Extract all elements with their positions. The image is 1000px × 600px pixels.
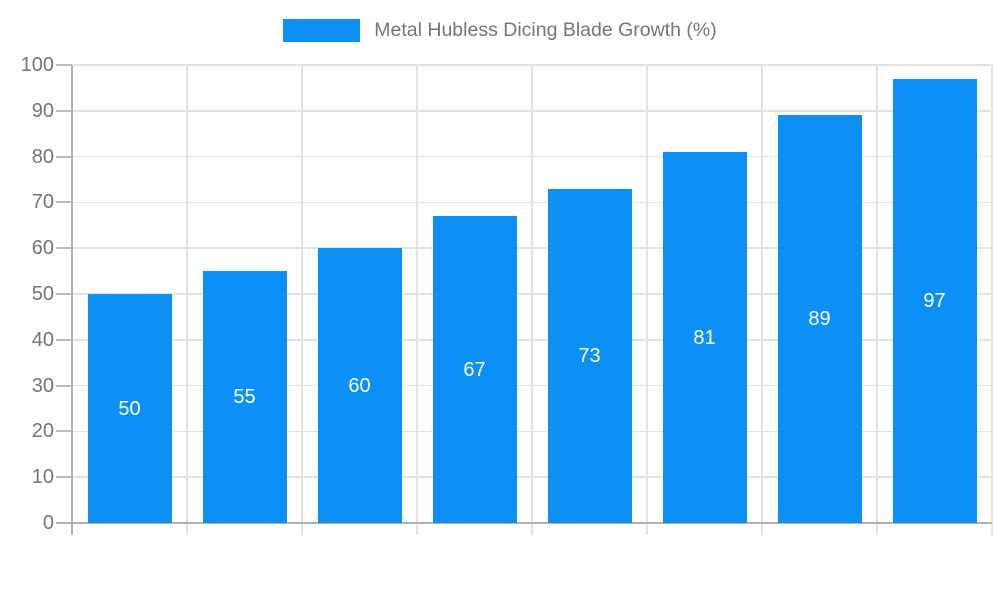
bar-value-label: 89	[808, 308, 831, 331]
bar-2027-2028[interactable]	[317, 248, 402, 523]
bar-2025-2026[interactable]	[87, 294, 172, 523]
bar-value-label: 73	[578, 344, 601, 367]
y-axis-tick	[56, 476, 72, 479]
y-axis-tick-label: 40	[31, 328, 54, 351]
bar-value-label: 67	[463, 358, 486, 381]
x-gridline	[646, 65, 648, 535]
y-axis-tick	[56, 293, 72, 295]
y-axis-tick	[56, 247, 72, 250]
bar-2030-2031[interactable]	[662, 152, 747, 523]
y-axis-line	[71, 65, 73, 535]
bar-value-label: 50	[118, 397, 141, 420]
y-axis-tick	[56, 155, 72, 158]
bar-value-label: 97	[923, 289, 946, 312]
y-axis-tick-label: 0	[42, 512, 54, 534]
y-axis-tick-label: 20	[31, 420, 54, 443]
y-axis-tick	[56, 430, 72, 433]
y-axis-tick-label: 90	[31, 99, 54, 122]
y-axis-tick-label: 60	[31, 237, 54, 260]
bar-value-label: 55	[233, 386, 256, 409]
legend-label: Metal Hubless Dicing Blade Growth (%)	[374, 18, 717, 41]
bar-value-label: 60	[348, 374, 371, 397]
x-gridline	[761, 65, 763, 535]
bar-2028-2029[interactable]	[432, 216, 517, 523]
y-axis-tick	[56, 64, 72, 66]
y-axis-tick-label: 30	[31, 374, 54, 397]
chart-legend[interactable]: Metal Hubless Dicing Blade Growth (%)	[0, 13, 1000, 47]
x-gridline	[186, 65, 188, 535]
bar-value-label: 81	[693, 326, 716, 349]
x-gridline	[991, 65, 993, 535]
x-gridline	[416, 65, 418, 535]
y-axis-tick-label: 10	[31, 466, 54, 489]
bar-2026-2027[interactable]	[202, 271, 287, 523]
x-gridline	[876, 65, 878, 535]
x-gridline	[531, 65, 533, 535]
y-axis-tick	[56, 109, 72, 112]
y-axis-tick	[56, 384, 72, 387]
y-axis-tick-label: 50	[31, 283, 54, 305]
bar-2029-2030[interactable]	[547, 188, 632, 523]
y-axis-tick	[56, 338, 72, 341]
y-axis-tick-label: 70	[31, 191, 54, 214]
y-axis-tick-label: 100	[20, 54, 54, 76]
x-gridline	[301, 65, 303, 535]
legend-swatch	[283, 18, 361, 42]
x-axis-line	[56, 522, 992, 524]
bar-2032-2033[interactable]	[892, 78, 977, 523]
bar-2031-2032[interactable]	[777, 115, 862, 523]
y-axis-tick	[56, 201, 72, 204]
y-axis-tick-label: 80	[31, 145, 54, 168]
